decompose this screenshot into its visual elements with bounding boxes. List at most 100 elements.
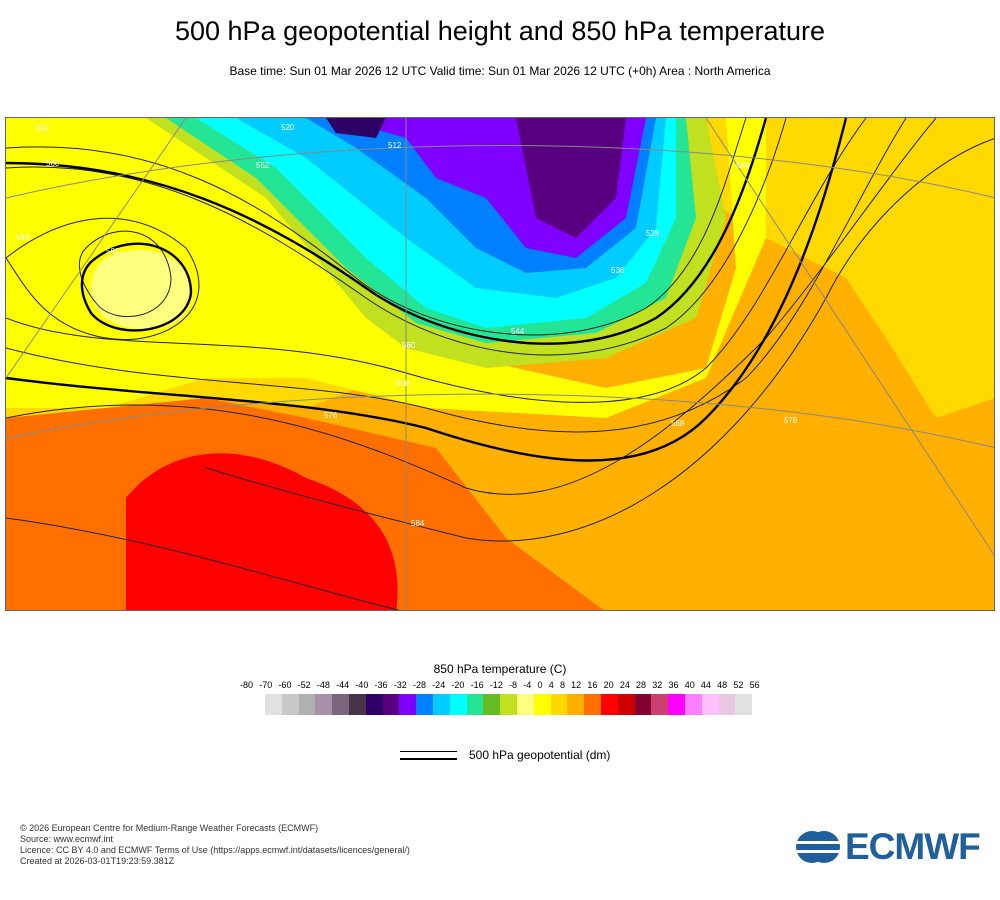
contour-label: 560: [402, 341, 416, 350]
legend-color-swatch: [550, 694, 568, 715]
legend-tick-label: 0: [537, 680, 543, 690]
legend-color-swatch: [617, 694, 635, 715]
legend-color-swatch: [466, 694, 484, 715]
contour-line-legend: 500 hPa geopotential (dm): [400, 748, 610, 762]
legend-color-swatch: [416, 694, 433, 715]
legend-tick-label: -24: [432, 680, 446, 690]
temp-field-pale-high: [91, 250, 192, 330]
contour-label: 592: [106, 247, 120, 256]
contour-labels: 552 560 568 576 584 544 536 528 520 512 …: [16, 123, 798, 528]
legend-tick-label: 36: [668, 680, 679, 690]
created-line: Created at 2026-03-01T19:23:59.381Z: [20, 856, 175, 866]
legend-tick-label: 32: [652, 680, 663, 690]
legend-tick-label: 8: [559, 680, 565, 690]
legend-tick-label: 20: [603, 680, 614, 690]
contour-label: 584: [411, 519, 425, 528]
legend-title: 850 hPa temperature (C): [433, 662, 567, 676]
contour-label: 568: [671, 419, 685, 428]
legend-color-swatch: [533, 694, 551, 715]
line-sample-icon: [400, 749, 457, 761]
contour-label: 544: [16, 233, 30, 242]
legend-tick-label: 24: [619, 680, 630, 690]
graticule: [6, 118, 994, 610]
legend-tick-label: -16: [470, 680, 484, 690]
geopotential-contours: [6, 118, 994, 610]
geopotential-bold-contours: [6, 118, 848, 462]
temp-field-purple: [516, 118, 626, 238]
legend-tick-label: -48: [316, 680, 330, 690]
legend-tick-label: 48: [717, 680, 728, 690]
legend-tick-label: -52: [297, 680, 311, 690]
contour-label: 568: [396, 379, 410, 388]
legend-color-swatch: [281, 694, 299, 715]
source-line: Source: www.ecmwf.int: [20, 834, 114, 844]
legend-tick-label: 44: [700, 680, 711, 690]
legend-color-swatch: [718, 694, 736, 715]
legend-color-swatch: [449, 694, 467, 715]
legend-tick-label: -44: [336, 680, 350, 690]
contour-label: 520: [281, 123, 295, 132]
legend-tick-label: 4: [548, 680, 554, 690]
contour-label: 544: [511, 327, 525, 336]
legend-tick-label: -40: [355, 680, 369, 690]
legend-color-swatch: [567, 694, 585, 715]
contour-label: 576: [324, 411, 338, 420]
legend-tick-label: -4: [523, 680, 532, 690]
copyright-line: © 2026 European Centre for Medium-Range …: [20, 823, 319, 833]
contour-label: 528: [646, 229, 660, 238]
contour-label: 512: [388, 141, 402, 150]
licence-line: Licence: CC BY 4.0 and ECMWF Terms of Us…: [20, 845, 410, 855]
legend-color-swatch: [701, 694, 719, 715]
line-legend-label: 500 hPa geopotential (dm): [469, 748, 611, 762]
contour-label: 552: [36, 124, 50, 133]
temp-field-yellow: [6, 118, 994, 418]
legend-tick-label: -32: [393, 680, 407, 690]
legend-color-swatch: [399, 694, 417, 715]
ecmwf-logo-text: ECMWF: [845, 826, 981, 867]
legend-labels: -80 -70 -60 -52 -48 -44 -40 -36 -32 -28 -24 -20 -16-…: [240, 680, 760, 690]
legend-color-swatch: [483, 694, 501, 715]
legend-tick-label: 28: [636, 680, 647, 690]
legend-color-swatch: [668, 694, 685, 715]
legend-color-swatch: [735, 694, 753, 715]
legend-tick-label: -36: [374, 680, 388, 690]
contour-label: 536: [611, 266, 625, 275]
chart-subtitle: Base time: Sun 01 Mar 2026 12 UTC Valid …: [229, 64, 771, 78]
legend-color-swatch: [298, 694, 316, 715]
legend-color-swatch: [600, 694, 618, 715]
legend-color-swatch: [365, 694, 383, 715]
legend-color-swatch: [634, 694, 652, 715]
legend-tick-label: -70: [259, 680, 273, 690]
legend-tick-label: 52: [733, 680, 744, 690]
legend-tick-label: 12: [571, 680, 582, 690]
legend-tick-label: -12: [489, 680, 503, 690]
legend-tick-label: -28: [412, 680, 426, 690]
contour-label: 552: [256, 161, 270, 170]
legend-color-swatch: [265, 694, 282, 715]
legend-tick-label: 16: [587, 680, 598, 690]
legend-tick-label: -80: [240, 680, 254, 690]
legend-tick-label: 40: [684, 680, 695, 690]
temp-field-navy: [326, 118, 386, 138]
legend-tick-label: 56: [749, 680, 760, 690]
legend-color-swatch: [432, 694, 450, 715]
legend-color-swatch: [584, 694, 601, 715]
footer-credits: © 2026 European Centre for Medium-Range …: [20, 823, 410, 867]
legend-color-swatch: [348, 694, 366, 715]
temp-field-red: [126, 453, 398, 610]
contour-label: 560: [46, 159, 60, 168]
map-canvas: 552 560 568 576 584 544 536 528 520 512 …: [6, 118, 994, 610]
forecast-map[interactable]: 552 560 568 576 584 544 536 528 520 512 …: [5, 117, 995, 611]
legend-tick-label: -8: [509, 680, 518, 690]
legend-color-swatch: [684, 694, 702, 715]
ecmwf-logo: ECMWF: [795, 826, 981, 868]
legend-color-swatch: [500, 694, 517, 715]
legend-color-swatch: [651, 694, 669, 715]
legend-color-swatch: [315, 694, 333, 715]
ecmwf-logo-icon: [795, 831, 841, 863]
legend-tick-label: -60: [278, 680, 292, 690]
legend-colorbar: [265, 694, 753, 715]
contour-label: 576: [784, 416, 798, 425]
legend-color-swatch: [516, 694, 534, 715]
